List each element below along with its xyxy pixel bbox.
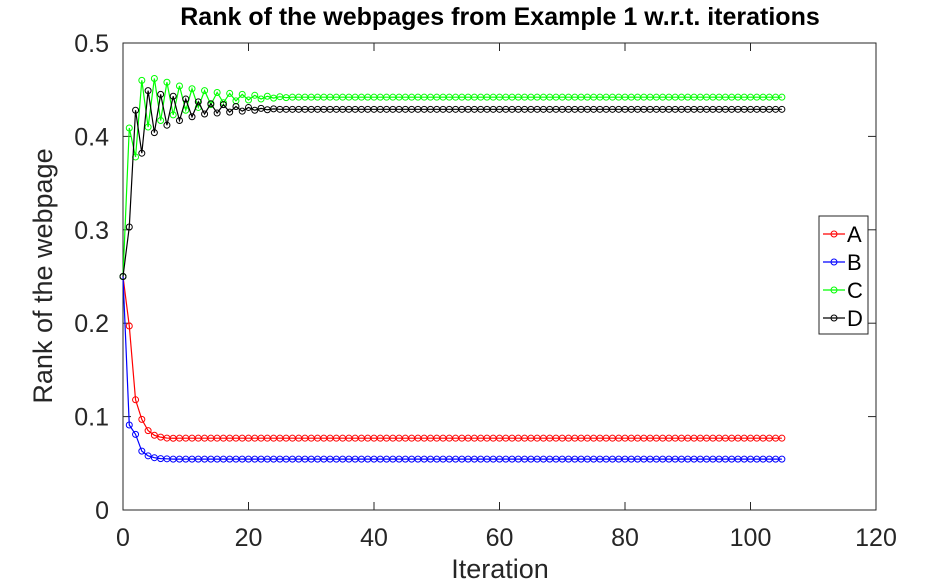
legend-label: D: [847, 306, 863, 331]
data-point-C: [163, 78, 171, 86]
data-point-D: [257, 104, 265, 112]
data-point-D: [219, 101, 227, 109]
legend-marker: [830, 230, 838, 238]
data-point-C: [150, 74, 158, 82]
data-point-B: [132, 430, 140, 438]
data-point-D: [150, 129, 158, 137]
series-A: [119, 273, 786, 442]
series-layer: [119, 74, 786, 463]
chart-title: Rank of the webpages from Example 1 w.r.…: [180, 3, 820, 31]
legend-label: A: [847, 222, 862, 247]
axis-tick-labels: 0 20 40 60 80 100 120 0 0.1 0.2 0.3 0.4 0.5: [74, 30, 897, 552]
series-D: [119, 87, 786, 280]
x-tick-label: 0: [116, 524, 130, 552]
data-point-D: [125, 223, 133, 231]
legend-label: C: [847, 278, 863, 303]
data-point-C: [144, 123, 152, 131]
x-tick-label: 60: [486, 524, 514, 552]
data-point-D: [238, 107, 246, 115]
data-point-D: [213, 109, 221, 117]
data-point-C: [138, 76, 146, 84]
y-tick-label: 0.5: [74, 30, 109, 58]
data-point-D: [138, 149, 146, 157]
y-tick-label: 0.2: [74, 310, 109, 338]
data-point-D: [182, 95, 190, 103]
data-point-C: [238, 90, 246, 98]
data-point-D: [144, 87, 152, 95]
data-point-A: [778, 434, 786, 442]
data-point-A: [138, 415, 146, 423]
data-point-D: [188, 113, 196, 121]
y-tick-label: 0.3: [74, 217, 109, 245]
data-point-A: [144, 427, 152, 435]
data-point-C: [188, 85, 196, 93]
data-point-D: [194, 98, 202, 106]
data-point-C: [169, 111, 177, 119]
data-point-C: [251, 91, 259, 99]
x-tick-label: 120: [855, 524, 897, 552]
data-point-C: [270, 94, 278, 102]
legend-item-A: A: [823, 222, 862, 247]
data-point-D: [132, 106, 140, 114]
data-point-D: [157, 90, 165, 98]
series-C: [119, 74, 786, 280]
data-point-C: [125, 124, 133, 132]
data-point-D: [778, 105, 786, 113]
y-tick-label: 0: [95, 497, 109, 525]
data-point-B: [138, 447, 146, 455]
data-point-C: [263, 92, 271, 100]
data-point-D: [226, 108, 234, 116]
x-axis-label: Iteration: [451, 554, 549, 584]
data-point-A: [150, 431, 158, 439]
plot-area-frame: [122, 42, 877, 511]
data-point-D: [201, 110, 209, 118]
x-tick-label: 100: [730, 524, 772, 552]
y-tick-label: 0.4: [74, 123, 109, 151]
series-B: [119, 273, 786, 463]
data-point-C: [257, 95, 265, 103]
data-point-D: [251, 106, 259, 114]
data-point-C: [213, 89, 221, 97]
data-point-D: [232, 103, 240, 111]
data-point-C: [226, 89, 234, 97]
legend-marker: [830, 258, 838, 266]
data-point-C: [778, 93, 786, 101]
data-point-D: [175, 117, 183, 125]
legend-label: B: [847, 250, 862, 275]
data-point-D: [245, 103, 252, 111]
data-point-C: [201, 87, 209, 95]
data-point-B: [778, 455, 786, 463]
data-point-D: [207, 100, 215, 108]
legend-item-C: C: [823, 278, 863, 303]
legend-item-D: D: [823, 306, 863, 331]
data-point-C: [245, 96, 252, 104]
legend-marker: [830, 286, 838, 294]
data-point-A: [125, 322, 133, 330]
x-tick-label: 80: [611, 524, 639, 552]
legend-item-B: B: [823, 250, 862, 275]
axis-ticks: [122, 42, 877, 511]
data-point-B: [125, 421, 133, 429]
data-point-C: [175, 82, 183, 90]
legend-box: [818, 215, 869, 335]
data-point-A: [132, 396, 140, 404]
data-point-C: [219, 99, 227, 107]
y-axis-label: Rank of the webpage: [28, 148, 58, 403]
data-point-D: [163, 121, 171, 129]
data-point-C: [157, 117, 165, 125]
data-point-D: [169, 92, 177, 100]
y-tick-label: 0.1: [74, 404, 109, 432]
data-point-D: [119, 273, 127, 280]
legend-marker: [830, 314, 838, 322]
x-tick-label: 40: [360, 524, 388, 552]
data-point-B: [144, 452, 152, 460]
x-tick-label: 20: [235, 524, 263, 552]
